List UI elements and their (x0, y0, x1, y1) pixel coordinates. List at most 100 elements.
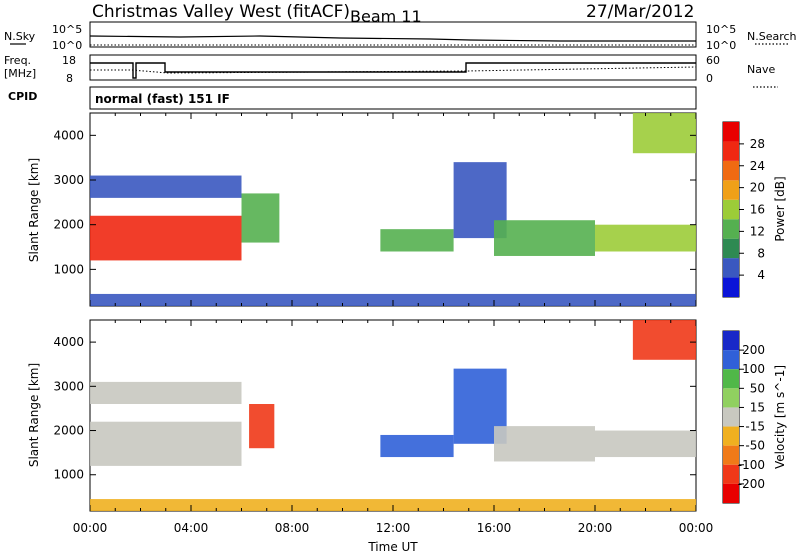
heatmap-region (494, 220, 595, 256)
colorbar-tick-label: 24 (750, 159, 765, 173)
heatmap-region (90, 293, 696, 306)
colorbar-swatch (723, 122, 739, 142)
heatmap-region (90, 381, 242, 405)
colorbar-swatch (723, 238, 739, 259)
x-axis-label: Time UT (367, 540, 418, 554)
velocity-colorbar-label: Velocity [m s^-1] (773, 365, 787, 469)
velocity-plot-frame (89, 319, 697, 512)
colorbar-swatch (723, 369, 739, 389)
x-tick-label: 16:00 (477, 521, 512, 535)
cpid-label: CPID (8, 90, 37, 103)
colorbar-swatch (723, 141, 739, 161)
cpid-mode: normal (fast) 151 IF (95, 92, 230, 106)
y-tick-label: 1000 (53, 262, 84, 276)
nave-tick-top: 60 (706, 54, 720, 67)
date-label: 27/Mar/2012 (586, 2, 694, 22)
colorbar-swatch (723, 277, 739, 297)
y-tick-label: 1000 (53, 468, 84, 482)
velocity-y-label: Slant Range [km] (27, 363, 41, 467)
power-data-regions (90, 113, 696, 306)
y-tick-label: 2000 (53, 218, 84, 232)
x-tick-label: 04:00 (174, 521, 209, 535)
nave-line (90, 66, 697, 74)
y-tick-label: 3000 (53, 173, 84, 187)
colorbar-tick-label: 100 (742, 362, 765, 376)
freq-tick-bottom: 8 (66, 72, 73, 85)
frequency-panel-frame (89, 54, 697, 81)
heatmap-region (595, 430, 696, 458)
colorbar-tick-label: 28 (750, 137, 765, 151)
colorbar-swatch (723, 483, 739, 503)
y-tick-label: 4000 (53, 128, 84, 142)
freq-label-1: Freq. (4, 54, 31, 67)
beam-label: Beam 11 (350, 7, 422, 26)
heatmap-region (249, 404, 275, 449)
freq-label-2: [MHz] (4, 67, 36, 80)
velocity-y-ticks: 1000 2000 3000 4000 (53, 335, 696, 482)
colorbar-tick-label: 4 (757, 268, 765, 282)
x-tick-label: 08:00 (275, 521, 310, 535)
y-tick-label: 2000 (53, 424, 84, 438)
colorbar-tick-label: -50 (745, 439, 765, 453)
colorbar-swatch (723, 388, 739, 408)
colorbar-tick-label: 8 (757, 246, 765, 260)
power-y-ticks: 1000 2000 3000 4000 (53, 128, 696, 276)
colorbar-swatch (723, 350, 739, 370)
power-colorbar: 4 8 12 16 20 24 28 (723, 122, 765, 297)
colorbar-tick-label: 15 (750, 400, 765, 414)
power-colorbar-label: Power [dB] (773, 176, 787, 241)
noise-sky-line (89, 35, 696, 42)
velocity-panel: 1000 2000 3000 4000 Slant Range [km] 200 100… (27, 319, 787, 512)
colorbar-tick-label: 50 (750, 381, 765, 395)
colorbar-tick-label: 200 (742, 343, 765, 357)
freq-tick-top: 18 (62, 54, 76, 67)
power-panel: 1000 2000 3000 4000 Slant Range [km] 4 8 12 16… (27, 112, 787, 307)
colorbar-tick-label: -15 (745, 420, 765, 434)
colorbar-swatch (723, 258, 739, 278)
x-tick-label: 00:00 (73, 521, 108, 535)
heatmap-region (595, 224, 696, 252)
colorbar-tick-label: 16 (750, 203, 765, 217)
heatmap-region (241, 193, 280, 243)
colorbar-swatch (723, 464, 739, 484)
colorbar-swatch (723, 160, 739, 181)
power-y-label: Slant Range [km] (27, 158, 41, 262)
noise-panel: N.Sky N.Search 10^5 10^0 10^5 10^0 (4, 21, 797, 52)
heatmap-region (90, 421, 242, 466)
colorbar-swatch (723, 445, 739, 465)
y-tick-label: 4000 (53, 335, 84, 349)
noise-trace (89, 35, 696, 46)
nave-tick-bottom: 0 (706, 72, 713, 85)
heatmap-region (632, 320, 696, 360)
x-axis-ticks: 00:00 04:00 08:00 12:00 16:00 20:00 00:00 (73, 113, 713, 535)
colorbar-swatch (723, 331, 739, 351)
nave-label: Nave (747, 63, 775, 76)
noise-left-label: N.Sky (4, 30, 36, 43)
heatmap-region (380, 434, 454, 458)
colorbar-swatch (723, 199, 739, 220)
colorbar-tick-label: -100 (738, 458, 765, 472)
colorbar-tick-label: -200 (738, 477, 765, 491)
x-tick-label: 12:00 (376, 521, 411, 535)
colorbar-tick-label: 12 (750, 224, 765, 238)
noise-left-tick-bottom: 10^0 (52, 39, 82, 52)
heatmap-region (494, 426, 595, 462)
heatmap-region (380, 229, 454, 252)
colorbar-swatch (723, 219, 739, 239)
colorbar-swatch (723, 407, 739, 427)
power-plot-frame (89, 112, 697, 307)
noise-right-tick-bottom: 10^0 (706, 39, 736, 52)
velocity-colorbar: 200 100 50 15 -15 -50 -100 -200 (723, 331, 765, 503)
colorbar-tick-label: 20 (750, 181, 765, 195)
colorbar-swatch (723, 180, 739, 200)
heatmap-region (632, 113, 696, 154)
noise-right-tick-top: 10^5 (706, 23, 736, 36)
x-tick-label: 20:00 (578, 521, 613, 535)
heatmap-region (90, 175, 242, 198)
plot-title: Christmas Valley West (fitACF) (92, 2, 350, 22)
colorbar-swatch (723, 426, 739, 446)
noise-right-label: N.Search (747, 30, 797, 43)
noise-panel-frame (89, 21, 697, 48)
frequency-trace (90, 62, 697, 79)
